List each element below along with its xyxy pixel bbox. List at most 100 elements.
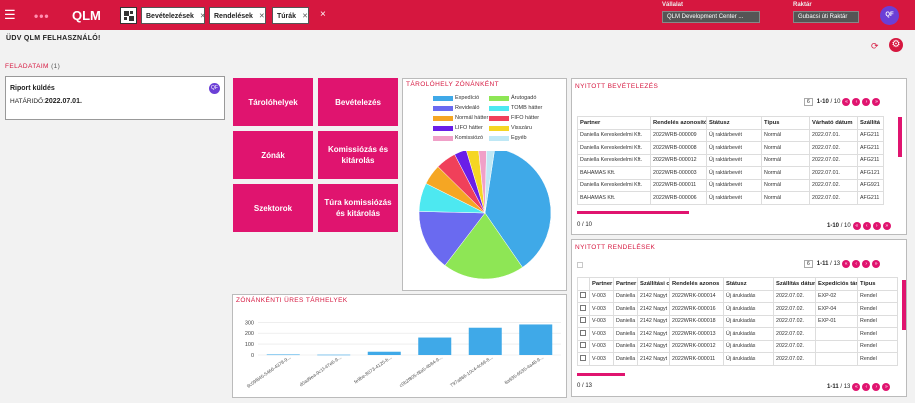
bar[interactable] bbox=[519, 324, 553, 355]
bar[interactable] bbox=[367, 351, 401, 355]
legend-item[interactable]: TOMB hátter bbox=[489, 105, 542, 111]
refresh-icon[interactable]: ⟳ bbox=[871, 41, 879, 51]
table-row[interactable]: BAHAMAS Kft. 2022WRB-000003 Új raktárbevét… bbox=[577, 166, 884, 180]
prev-page-icon[interactable]: ‹ bbox=[852, 98, 861, 106]
last-page-icon[interactable]: » bbox=[872, 260, 881, 268]
column-header[interactable]: Partner bbox=[613, 277, 638, 291]
column-header[interactable]: Partner bbox=[577, 116, 651, 130]
table-row[interactable]: V-003 Daniella I 2142 Nagyt 2022WRK-000016 Ú… bbox=[577, 302, 898, 316]
prev-page-icon[interactable]: ‹ bbox=[852, 260, 861, 268]
row-checkbox[interactable] bbox=[580, 292, 586, 299]
row-checkbox[interactable] bbox=[580, 329, 586, 336]
table-row[interactable]: Daniella Kereskedelmi Kft. 2022WRB-000011… bbox=[577, 178, 884, 192]
table-row[interactable]: V-003 Daniella I 2142 Nagyt 2022WRK-000011 Ú… bbox=[577, 352, 898, 366]
horizontal-scrollbar[interactable] bbox=[577, 211, 689, 214]
column-header[interactable]: Rendelés azonos bbox=[669, 277, 724, 291]
pie-slice[interactable] bbox=[444, 212, 523, 280]
bar[interactable] bbox=[418, 337, 452, 355]
first-page-icon[interactable]: « bbox=[842, 98, 851, 106]
pie-slice[interactable] bbox=[466, 151, 486, 214]
column-header[interactable]: Típus bbox=[761, 116, 810, 130]
row-checkbox[interactable] bbox=[580, 317, 586, 324]
first-page-icon[interactable]: « bbox=[842, 260, 851, 268]
warehouse-select[interactable]: Gubacsi úti Raktár bbox=[793, 11, 859, 23]
first-page-icon[interactable]: « bbox=[852, 383, 861, 391]
legend-item[interactable]: Revideáló bbox=[433, 105, 479, 111]
column-header[interactable]: Expedíciós tár bbox=[815, 277, 858, 291]
column-header[interactable]: Szállítá bbox=[857, 116, 884, 130]
next-page-icon[interactable]: › bbox=[872, 383, 881, 391]
page-size-select[interactable]: 6 bbox=[804, 98, 813, 106]
table-row[interactable]: Daniella Kereskedelmi Kft. 2022WRB-000008… bbox=[577, 141, 884, 155]
tab-rendelesek[interactable]: Rendelések ✕ bbox=[209, 7, 266, 24]
table-row[interactable]: BAHAMAS Kft. 2022WRB-000006 Új raktárbevét… bbox=[577, 191, 884, 205]
tile-zonak[interactable]: Zónák bbox=[233, 131, 313, 179]
last-page-icon[interactable]: » bbox=[882, 222, 891, 230]
column-header[interactable]: Várható dátum bbox=[809, 116, 858, 130]
prev-page-icon[interactable]: ‹ bbox=[862, 383, 871, 391]
pie-slice[interactable] bbox=[478, 151, 487, 214]
bar[interactable] bbox=[266, 354, 300, 356]
pie-slice[interactable] bbox=[454, 151, 486, 214]
table-row[interactable]: Daniella Kereskedelmi Kft. 2022WRB-000012… bbox=[577, 153, 884, 167]
tile-komissiozas[interactable]: Komissiózás és kitárolás bbox=[318, 131, 398, 179]
row-checkbox[interactable] bbox=[580, 342, 586, 349]
avatar[interactable]: QF bbox=[880, 6, 899, 25]
close-icon[interactable]: ✕ bbox=[258, 13, 265, 20]
legend-item[interactable]: Visszáru bbox=[489, 125, 532, 131]
row-checkbox[interactable] bbox=[580, 354, 586, 361]
company-select[interactable]: QLM Development Center ... bbox=[662, 11, 760, 23]
column-header[interactable]: Rendelés azonosító bbox=[650, 116, 707, 130]
bar[interactable] bbox=[317, 354, 351, 356]
table-row[interactable]: V-003 Daniella I 2142 Nagyt 2022WRK-000012 Ú… bbox=[577, 339, 898, 353]
table-row[interactable]: V-003 Daniella I 2142 Nagyt 2022WRK-000013 Ú… bbox=[577, 327, 898, 341]
tile-tura-komissiozas[interactable]: Túra komissiózás és kitárolás bbox=[318, 184, 398, 232]
legend-item[interactable]: Expedíció bbox=[433, 95, 479, 101]
column-header[interactable]: Szállítási c bbox=[637, 277, 670, 291]
row-checkbox[interactable] bbox=[580, 304, 586, 311]
task-card[interactable]: Riport küldés HATÁRIDŐ:2022.07.01. QF bbox=[5, 76, 225, 120]
first-page-icon[interactable]: « bbox=[852, 222, 861, 230]
tile-tarolohelyek[interactable]: Tárolóhelyek bbox=[233, 78, 313, 126]
next-page-icon[interactable]: › bbox=[872, 222, 881, 230]
pie-slice[interactable] bbox=[484, 151, 552, 268]
dashboard-grid-icon[interactable] bbox=[120, 7, 137, 24]
next-page-icon[interactable]: › bbox=[862, 98, 871, 106]
column-header[interactable]: Típus bbox=[857, 277, 898, 291]
column-header[interactable] bbox=[577, 277, 590, 291]
legend-item[interactable]: Normál hátter bbox=[433, 115, 488, 121]
table-row[interactable]: V-003 Daniella I 2142 Nagyt 2022WRK-000018 Ú… bbox=[577, 314, 898, 328]
prev-page-icon[interactable]: ‹ bbox=[862, 222, 871, 230]
vertical-scrollbar[interactable] bbox=[902, 280, 906, 330]
column-header[interactable]: Szállítás dátum bbox=[773, 277, 816, 291]
legend-item[interactable]: LIFO hátter bbox=[433, 125, 483, 131]
column-header[interactable]: Státusz bbox=[706, 116, 762, 130]
legend-item[interactable]: FIFO hátter bbox=[489, 115, 539, 121]
tile-szektorok[interactable]: Szektorok bbox=[233, 184, 313, 232]
close-icon[interactable]: ✕ bbox=[302, 13, 308, 20]
last-page-icon[interactable]: » bbox=[872, 98, 881, 106]
table-row[interactable]: V-003 Daniella I 2142 Nagyt 2022WRK-000014 Ú… bbox=[577, 289, 898, 303]
pie-slice[interactable] bbox=[418, 211, 486, 266]
tab-turak[interactable]: Túrák ✕ bbox=[272, 7, 309, 24]
hamburger-menu-icon[interactable]: ☰ bbox=[4, 7, 16, 22]
legend-item[interactable]: Egyéb bbox=[489, 135, 527, 141]
column-header[interactable]: Státusz bbox=[723, 277, 774, 291]
settings-icon[interactable]: ⚙ bbox=[889, 38, 903, 52]
select-all-checkbox[interactable] bbox=[577, 262, 583, 268]
legend-item[interactable]: Komissiózó bbox=[433, 135, 483, 141]
column-header[interactable]: Partner kó bbox=[589, 277, 614, 291]
page-size-select[interactable]: 6 bbox=[804, 260, 813, 268]
legend-item[interactable]: Árutogadó bbox=[489, 95, 536, 101]
tile-bevetelezes[interactable]: Bevételezés bbox=[318, 78, 398, 126]
next-page-icon[interactable]: › bbox=[862, 260, 871, 268]
table-row[interactable]: Daniella Kereskedelmi Kft. 2022WRB-000009… bbox=[577, 128, 884, 142]
logo[interactable]: ••• QLM bbox=[34, 6, 108, 23]
close-icon[interactable]: ✕ bbox=[199, 13, 206, 20]
pie-slice[interactable] bbox=[484, 151, 495, 214]
horizontal-scrollbar[interactable] bbox=[577, 373, 625, 376]
close-all-tabs-icon[interactable]: × bbox=[320, 9, 326, 20]
bar[interactable] bbox=[468, 327, 502, 355]
last-page-icon[interactable]: » bbox=[882, 383, 891, 391]
vertical-scrollbar[interactable] bbox=[898, 117, 902, 157]
